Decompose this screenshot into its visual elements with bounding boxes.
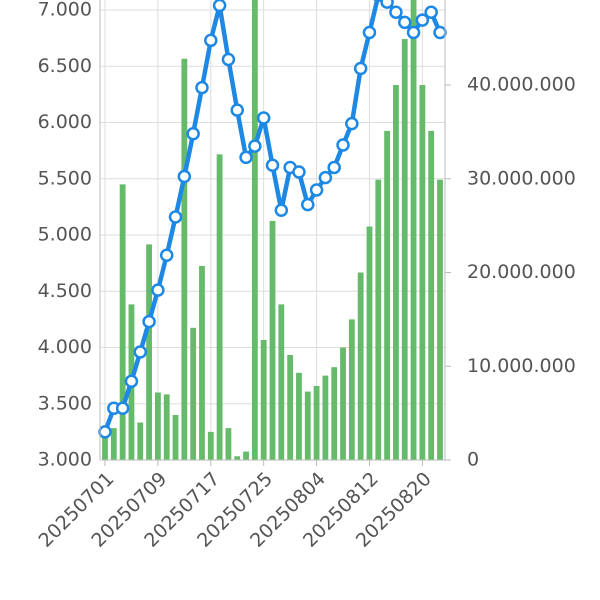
y2-tick-label: 40.000.000	[467, 74, 576, 96]
bar	[172, 415, 179, 460]
bars	[102, 0, 443, 460]
point	[309, 183, 324, 197]
point	[195, 80, 209, 95]
bar	[419, 85, 426, 460]
bar	[102, 430, 108, 460]
y-tick-label: 7.000	[38, 0, 92, 21]
bar	[207, 431, 214, 460]
bar	[348, 319, 355, 460]
bar	[199, 265, 205, 460]
point	[265, 158, 280, 172]
point	[362, 25, 377, 40]
y-tick-label: 4.500	[38, 280, 92, 302]
point	[159, 248, 174, 262]
point	[221, 52, 236, 67]
bar	[278, 304, 285, 460]
point	[292, 165, 306, 179]
point	[168, 210, 183, 224]
bar	[410, 0, 417, 460]
y-tick-label: 6.000	[38, 111, 92, 133]
bar	[146, 244, 152, 460]
point	[301, 197, 315, 212]
bar	[401, 39, 408, 460]
y-tick-label: 6.500	[38, 55, 92, 77]
bar	[296, 372, 302, 460]
point	[373, 0, 384, 3]
point	[204, 33, 218, 48]
bar	[234, 456, 241, 460]
bar	[437, 179, 443, 460]
point	[380, 0, 394, 9]
point	[256, 111, 271, 125]
bar	[137, 422, 144, 460]
point	[115, 401, 130, 415]
point	[248, 139, 262, 153]
bar	[331, 367, 338, 460]
point	[177, 169, 192, 184]
bar	[322, 375, 329, 460]
bar	[216, 154, 223, 460]
y2-tick-label: 20.000.000	[467, 261, 576, 283]
bar	[340, 347, 346, 460]
bar	[428, 130, 435, 460]
point	[327, 160, 341, 175]
point	[415, 13, 430, 27]
y-tick-label: 5.500	[38, 167, 92, 189]
bar	[163, 394, 170, 460]
point	[98, 425, 112, 439]
y2-tick-label: 0	[467, 449, 479, 471]
y2-tick-label: 30.000.000	[467, 167, 576, 189]
point	[274, 203, 289, 217]
y-tick-label: 3.000	[38, 449, 92, 471]
point	[212, 0, 227, 13]
point	[124, 374, 139, 388]
bar	[181, 58, 188, 460]
point	[345, 116, 359, 131]
point	[318, 170, 333, 185]
y2-tick-label: 10.000.000	[467, 355, 576, 377]
bar	[119, 184, 126, 460]
point	[433, 25, 447, 40]
bar	[110, 428, 117, 460]
y-tick-label: 5.000	[38, 224, 92, 246]
point	[186, 127, 200, 141]
bar	[287, 355, 294, 460]
lines	[98, 0, 447, 439]
bar	[260, 340, 267, 460]
y-tick-label: 3.500	[38, 392, 92, 414]
bar	[190, 327, 197, 460]
bar	[269, 220, 276, 460]
axes: 3.000 3.500 4.000 4.500 5.000 5.500 6.000 6.500…	[34, 0, 576, 552]
point	[397, 15, 412, 30]
bar	[225, 428, 232, 460]
point	[239, 150, 253, 165]
bar	[393, 85, 399, 460]
bar	[366, 226, 373, 460]
bar	[304, 391, 311, 460]
point	[133, 345, 148, 359]
bar	[154, 392, 161, 460]
point	[353, 61, 368, 76]
point	[336, 138, 350, 152]
y-tick-label: 4.000	[38, 336, 92, 358]
bar	[313, 385, 320, 460]
bar	[384, 130, 391, 460]
point	[406, 25, 421, 40]
bar	[357, 272, 364, 460]
bar	[243, 451, 249, 460]
point	[230, 103, 244, 117]
bar	[251, 0, 258, 460]
point	[142, 314, 156, 329]
point	[424, 5, 438, 19]
point	[151, 283, 165, 297]
bar	[375, 179, 382, 460]
point	[389, 5, 403, 19]
